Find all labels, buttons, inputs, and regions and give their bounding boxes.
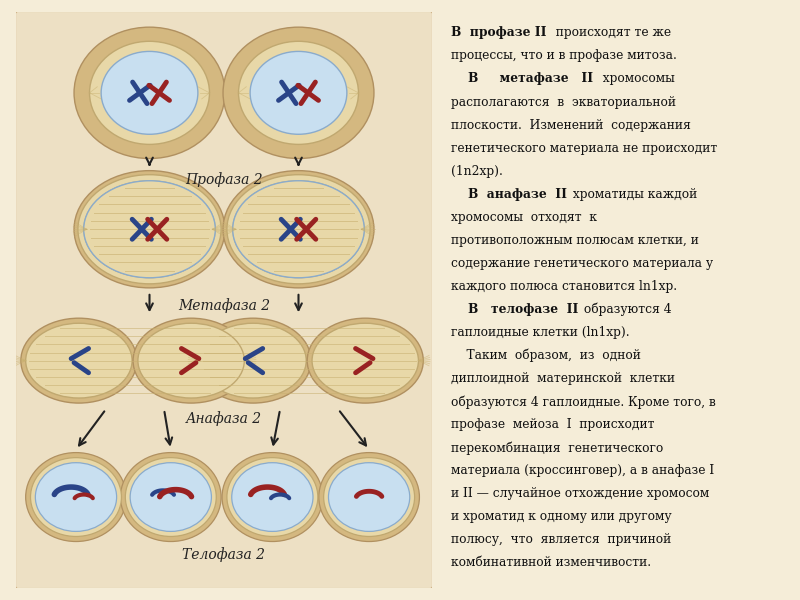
Ellipse shape: [74, 170, 225, 288]
Text: профазе  мейоза  I  происходит: профазе мейоза I происходит: [451, 418, 654, 431]
Ellipse shape: [195, 318, 311, 403]
Text: В  профазе II: В профазе II: [451, 26, 546, 40]
Ellipse shape: [329, 463, 410, 532]
Ellipse shape: [138, 323, 244, 398]
Ellipse shape: [26, 452, 126, 542]
Text: полюсу,  что  является  причиной: полюсу, что является причиной: [451, 533, 671, 546]
Text: располагаются  в  экваториальной: располагаются в экваториальной: [451, 95, 676, 109]
Ellipse shape: [121, 452, 221, 542]
Ellipse shape: [238, 41, 358, 145]
Ellipse shape: [250, 52, 347, 134]
Ellipse shape: [227, 175, 370, 284]
Text: хромосомы: хромосомы: [595, 73, 674, 85]
Text: процессы, что и в профазе митоза.: процессы, что и в профазе митоза.: [451, 49, 677, 62]
Ellipse shape: [312, 323, 418, 398]
Ellipse shape: [90, 41, 210, 145]
Ellipse shape: [133, 318, 249, 403]
Ellipse shape: [26, 323, 132, 398]
Text: происходят те же: происходят те же: [548, 26, 671, 40]
Text: Профаза 2: Профаза 2: [185, 172, 263, 187]
FancyBboxPatch shape: [15, 11, 433, 589]
Ellipse shape: [233, 181, 364, 278]
Ellipse shape: [78, 175, 221, 284]
Text: и II — случайное отхождение хромосом: и II — случайное отхождение хромосом: [451, 487, 710, 500]
Ellipse shape: [222, 452, 322, 542]
Text: плоскости.  Изменений  содержания: плоскости. Изменений содержания: [451, 119, 691, 131]
Text: (1n2хр).: (1n2хр).: [451, 164, 503, 178]
Ellipse shape: [307, 318, 423, 403]
Text: Анафаза 2: Анафаза 2: [186, 411, 262, 426]
Ellipse shape: [74, 27, 225, 158]
Text: диплоидной  материнской  клетки: диплоидной материнской клетки: [451, 372, 675, 385]
Text: хроматиды каждой: хроматиды каждой: [569, 188, 697, 200]
Ellipse shape: [35, 463, 117, 532]
Text: комбинативной изменчивости.: комбинативной изменчивости.: [451, 556, 651, 569]
Text: образуются 4 гаплоидные. Кроме того, в: образуются 4 гаплоидные. Кроме того, в: [451, 395, 716, 409]
Ellipse shape: [223, 170, 374, 288]
Text: материала (кроссинговер), а в анафазе I: материала (кроссинговер), а в анафазе I: [451, 464, 714, 477]
Text: противоположным полюсам клетки, и: противоположным полюсам клетки, и: [451, 234, 699, 247]
Text: хромосомы  отходят  к: хромосомы отходят к: [451, 211, 597, 224]
Ellipse shape: [223, 27, 374, 158]
Text: В  анафазе  II: В анафазе II: [451, 188, 567, 200]
Ellipse shape: [319, 452, 419, 542]
Text: Телофаза 2: Телофаза 2: [182, 548, 266, 562]
Text: образуются 4: образуются 4: [580, 303, 672, 316]
Ellipse shape: [21, 318, 137, 403]
Text: Таким  образом,  из  одной: Таким образом, из одной: [451, 349, 641, 362]
Text: В   телофазе  II: В телофазе II: [451, 303, 578, 316]
Text: каждого полюса становится ln1хр.: каждого полюса становится ln1хр.: [451, 280, 677, 293]
Ellipse shape: [126, 458, 216, 536]
Ellipse shape: [232, 463, 313, 532]
Ellipse shape: [84, 181, 215, 278]
Text: Метафаза 2: Метафаза 2: [178, 298, 270, 313]
Ellipse shape: [233, 181, 364, 278]
Text: В     метафазе   II: В метафазе II: [451, 73, 593, 85]
Text: содержание генетического материала у: содержание генетического материала у: [451, 257, 713, 270]
Ellipse shape: [130, 463, 211, 532]
Text: гаплоидные клетки (ln1хр).: гаплоидные клетки (ln1хр).: [451, 326, 630, 339]
Ellipse shape: [324, 458, 414, 536]
Text: и хроматид к одному или другому: и хроматид к одному или другому: [451, 510, 671, 523]
Ellipse shape: [84, 181, 215, 278]
Ellipse shape: [101, 52, 198, 134]
Ellipse shape: [30, 458, 122, 536]
Ellipse shape: [227, 458, 318, 536]
Ellipse shape: [200, 323, 306, 398]
Text: перекомбинация  генетического: перекомбинация генетического: [451, 441, 663, 455]
Text: генетического материала не происходит: генетического материала не происходит: [451, 142, 718, 155]
